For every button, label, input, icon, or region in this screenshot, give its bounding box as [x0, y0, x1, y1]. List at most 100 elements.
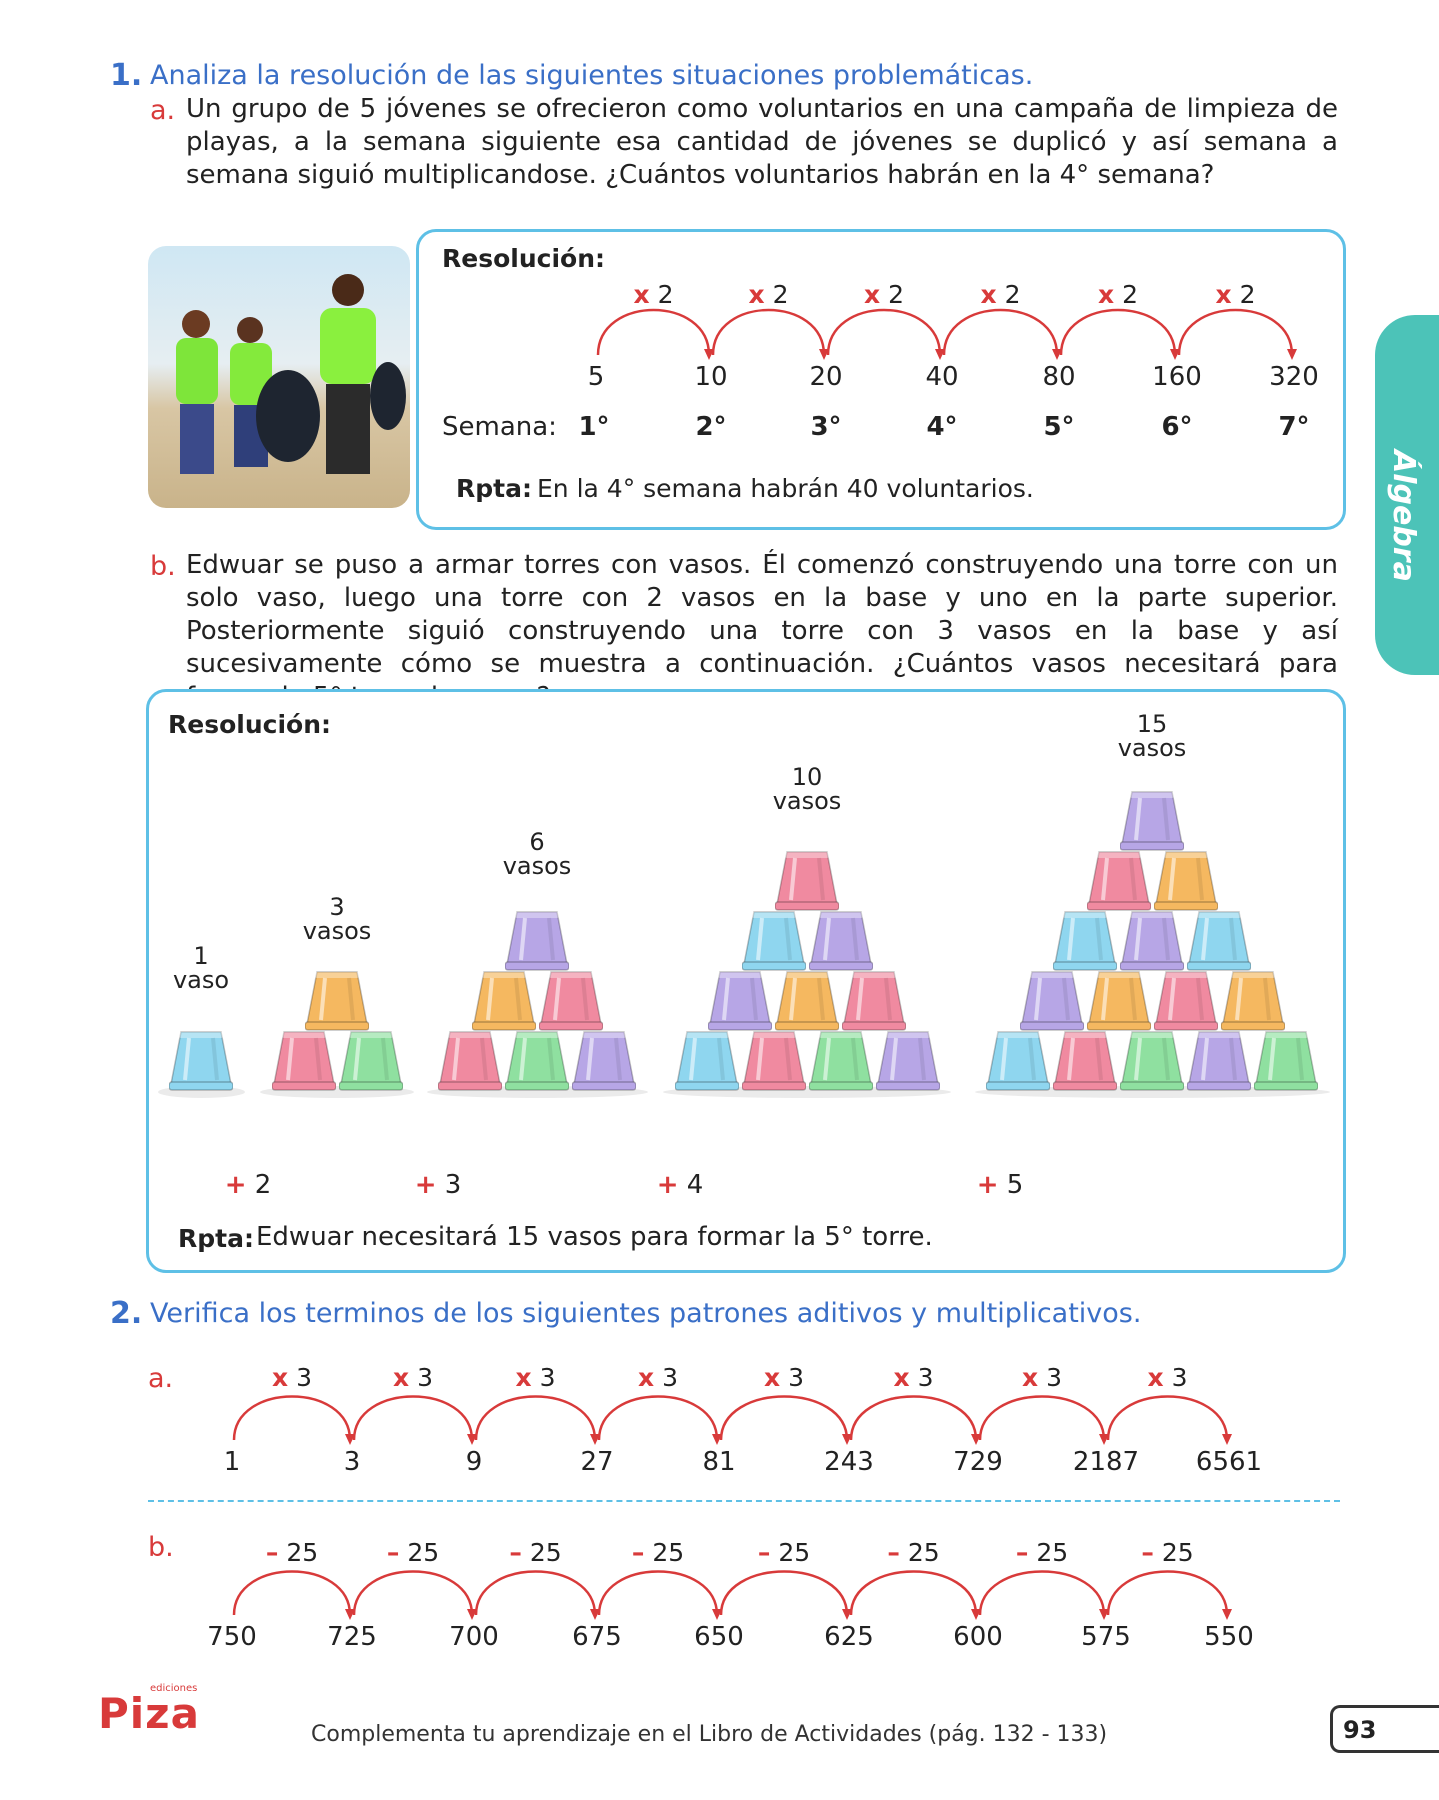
operator-1a: x 2 [1215, 280, 1256, 309]
value-1a: 20 [809, 362, 843, 392]
tower-unit: vaso [172, 966, 230, 994]
week-ordinal: 7° [1278, 412, 1310, 442]
value-a: 2187 [1072, 1447, 1140, 1477]
value-b: 750 [207, 1622, 257, 1652]
value-a: 243 [824, 1447, 874, 1477]
value-a: 729 [953, 1447, 1003, 1477]
tower-count: 1 [193, 942, 209, 970]
cup [1153, 851, 1218, 911]
cup [169, 1031, 233, 1091]
arc-arrow [978, 1395, 1109, 1445]
item-2a-letter: a. [148, 1363, 174, 1394]
value-a: 1 [223, 1447, 241, 1477]
value-b: 675 [572, 1622, 622, 1652]
arc-arrow [232, 1570, 355, 1620]
value-1a: 40 [925, 362, 959, 392]
cup [438, 1031, 502, 1091]
increment-label: + 4 [656, 1170, 704, 1200]
value-a: 27 [580, 1447, 614, 1477]
volunteers-photo [148, 246, 410, 508]
tower-count-label: 1 vaso [141, 944, 261, 992]
operator-a: x 3 [515, 1363, 556, 1392]
increment-label: + 5 [976, 1170, 1024, 1200]
dashed-divider [148, 1500, 1340, 1502]
week-label: Semana: [442, 412, 557, 442]
cup [1187, 911, 1251, 971]
cup [1053, 911, 1117, 971]
cup [505, 1031, 569, 1091]
cup [505, 911, 569, 971]
cup [875, 1031, 940, 1091]
value-a: 3 [343, 1447, 361, 1477]
item-1b-text: Edwuar se puso a armar torres con vasos.… [186, 550, 1338, 712]
tower-unit: vasos [502, 852, 572, 880]
section2-number: 2. [110, 1296, 143, 1331]
tower-count: 15 [1136, 710, 1168, 738]
cup [1254, 1031, 1318, 1091]
item-1a-letter: a. [150, 95, 176, 126]
operator-a: x 3 [1147, 1363, 1188, 1392]
week-ordinal: 1° [578, 412, 610, 442]
value-1a: 80 [1042, 362, 1076, 392]
operator-b: – 25 [631, 1538, 685, 1567]
side-tab-label: Álgebra [1386, 450, 1421, 582]
publisher-logo: ediciones Piza [98, 1683, 208, 1743]
operator-1a: x 2 [1098, 280, 1138, 309]
section2-title: Verifica los terminos de los siguientes … [150, 1298, 1142, 1329]
value-b: 550 [1204, 1622, 1254, 1652]
logo-small-text: ediciones [150, 1683, 198, 1694]
page-number: 93 [1330, 1705, 1439, 1753]
arc-arrow [849, 1395, 981, 1445]
tower-unit: vasos [1117, 734, 1187, 762]
arcs-2b [232, 1570, 1232, 1620]
operator-b: – 25 [1141, 1538, 1194, 1567]
item-1b-letter: b. [150, 551, 176, 582]
arc-arrow [597, 1395, 722, 1445]
operator-b: – 25 [386, 1538, 440, 1567]
cup [775, 971, 839, 1031]
arc-arrow [474, 1395, 600, 1445]
value-b: 700 [449, 1622, 499, 1652]
logo-text: Piza [98, 1689, 200, 1738]
arc-arrow [978, 1570, 1109, 1620]
cup [1120, 791, 1184, 851]
cup [1120, 911, 1184, 971]
cup [842, 971, 906, 1031]
cup [808, 1031, 873, 1091]
value-b: 625 [824, 1622, 874, 1652]
operator-b: – 25 [757, 1538, 811, 1567]
operator-b: – 25 [509, 1538, 562, 1567]
tower-count: 10 [791, 763, 823, 791]
value-1a: 10 [694, 362, 728, 392]
resolution-label-1b: Resolución: [168, 710, 331, 739]
cup [1086, 971, 1151, 1031]
week-ordinal: 3° [810, 412, 842, 442]
value-b: 600 [953, 1622, 1003, 1652]
value-a: 6561 [1195, 1447, 1263, 1477]
value-1a: 5 [587, 362, 605, 392]
increment-label: + 2 [224, 1170, 272, 1200]
value-b: 575 [1081, 1622, 1131, 1652]
answer-text-1b: Edwuar necesitará 15 vasos para formar l… [256, 1222, 933, 1252]
arc-arrow [474, 1570, 600, 1620]
side-tab: Álgebra [1375, 315, 1439, 675]
value-b: 725 [327, 1622, 377, 1652]
page-number-text: 93 [1343, 1716, 1377, 1744]
arc-arrow [849, 1570, 981, 1620]
resolution-box-1a [416, 229, 1346, 530]
cup [1086, 851, 1151, 911]
arc-arrow [232, 1395, 355, 1445]
week-ordinal: 5° [1043, 412, 1075, 442]
value-a: 9 [465, 1447, 483, 1477]
arc-arrow [1106, 1395, 1232, 1445]
week-ordinal: 4° [926, 412, 958, 442]
value-1a: 320 [1269, 362, 1319, 392]
cup [271, 1031, 336, 1091]
cup [674, 1031, 739, 1091]
resolution-label-1a: Resolución: [442, 244, 605, 273]
answer-label-1a: Rpta: [456, 474, 532, 503]
arc-arrow [719, 1395, 852, 1445]
operator-b: – 25 [1015, 1538, 1069, 1567]
cup [338, 1031, 403, 1091]
operator-a: x 3 [1022, 1363, 1062, 1392]
